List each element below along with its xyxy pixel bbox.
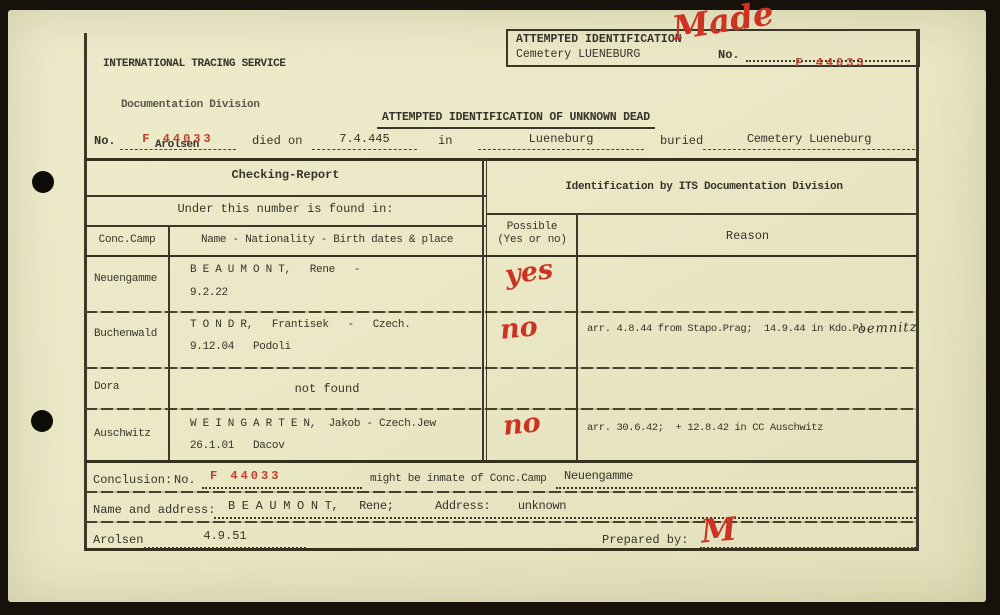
footer-place: Arolsen bbox=[93, 533, 144, 547]
row2-possible-handwriting: no bbox=[498, 311, 540, 346]
box-no-field: F 44033 bbox=[746, 44, 910, 70]
name-column-header: Name - Nationality - Birth dates & place bbox=[200, 234, 454, 246]
conclusion-mid-text: might be inmate of Conc.Camp bbox=[370, 473, 547, 485]
row2-name-line1: T O N D R, Frantisek - Czech. bbox=[190, 319, 411, 331]
info-died-field: 7.4.445 bbox=[312, 132, 417, 150]
info-in-field: Lueneburg bbox=[478, 132, 644, 150]
document-title-row: ATTEMPTED IDENTIFICATION OF UNKNOWN DEAD bbox=[85, 96, 918, 144]
identification-header: Identification by ITS Documentation Divi… bbox=[565, 181, 843, 193]
conclusion-camp-field: Neuengamme bbox=[556, 469, 916, 489]
row1-name-line2: 9.2.22 bbox=[190, 287, 228, 299]
paper-sheet bbox=[8, 10, 986, 602]
name-address-value: B E A U M O N T, Rene; Address: unknown bbox=[228, 499, 567, 513]
prepared-by-field bbox=[700, 531, 916, 549]
letterhead: INTERNATIONAL TRACING SERVICE Documentat… bbox=[103, 31, 286, 180]
camp-column-header: Conc.Camp bbox=[98, 234, 156, 246]
center-divider-rule bbox=[482, 158, 487, 461]
row4-camp: Auschwitz bbox=[94, 428, 151, 440]
name-address-field: B E A U M O N T, Rene; Address: unknown bbox=[214, 499, 916, 519]
info-died-label: died on bbox=[252, 134, 303, 148]
possible-header-line1: Possible bbox=[506, 221, 558, 233]
punch-hole-bottom bbox=[31, 410, 53, 432]
under-number-rule bbox=[85, 225, 486, 227]
footer-date-value: 4.9.51 bbox=[203, 529, 247, 543]
row2-name-line2: 9.12.04 Podoli bbox=[190, 341, 291, 353]
info-no-value: F 44033 bbox=[142, 132, 214, 146]
left-border-rule bbox=[84, 33, 87, 551]
info-in-label: in bbox=[438, 134, 453, 148]
row4-name-line2: 26.1.01 Dacov bbox=[190, 440, 285, 452]
reason-header: Reason bbox=[725, 229, 770, 243]
row2-reason-handwriting: oemnitz bbox=[857, 319, 918, 338]
possible-column-rule bbox=[576, 213, 578, 461]
row4-possible-handwriting: no bbox=[501, 407, 543, 442]
letterhead-line1: INTERNATIONAL TRACING SERVICE bbox=[103, 58, 286, 70]
row1-rule bbox=[85, 311, 918, 313]
conclusion-rule bbox=[85, 491, 918, 493]
name-address-label: Name and address: bbox=[93, 503, 216, 517]
page-title: ATTEMPTED IDENTIFICATION OF UNKNOWN DEAD bbox=[376, 111, 655, 130]
checking-report-header: Checking-Report bbox=[231, 168, 340, 182]
under-number-header: Under this number is found in: bbox=[177, 202, 394, 216]
punch-hole-top bbox=[32, 171, 54, 193]
right-border-rule bbox=[916, 29, 919, 551]
row3-not-found: not found bbox=[294, 382, 360, 396]
footer-date-field: 4.9.51 bbox=[144, 529, 306, 549]
row2-rule bbox=[85, 367, 918, 369]
info-no-field: F 44033 bbox=[120, 132, 236, 150]
header-bottom-rule bbox=[85, 255, 918, 258]
row4-reason: arr. 30.6.42; + 12.8.42 in CC Auschwitz bbox=[587, 422, 824, 434]
conclusion-camp-value: Neuengamme bbox=[564, 469, 634, 483]
box-no-value: F 44033 bbox=[795, 56, 867, 70]
box-no-label: No. bbox=[718, 48, 740, 62]
conclusion-no-field: F 44033 bbox=[202, 469, 362, 489]
table-bottom-rule bbox=[85, 548, 918, 551]
prepared-by-label: Prepared by: bbox=[602, 533, 689, 547]
info-buried-field: Cemetery Lueneburg bbox=[703, 132, 915, 150]
prepared-by-signature: M bbox=[699, 509, 739, 551]
box-cemetery: Cemetery LUENEBURG bbox=[516, 48, 641, 61]
conclusion-no-value: F 44033 bbox=[210, 469, 282, 483]
rows-bottom-rule bbox=[85, 460, 918, 463]
row1-name-line1: B E A U M O N T, Rene - bbox=[190, 264, 361, 276]
table-top-rule bbox=[85, 158, 918, 161]
letterhead-line2: Documentation Division bbox=[121, 98, 260, 111]
camp-column-rule bbox=[168, 225, 170, 461]
box-title: ATTEMPTED IDENTIFICATION bbox=[516, 33, 682, 46]
letterhead-line3: Arolsen bbox=[155, 139, 200, 151]
conclusion-no-label: No. bbox=[174, 473, 196, 487]
row2-camp: Buchenwald bbox=[94, 328, 158, 340]
row3-camp: Dora bbox=[94, 381, 120, 393]
row3-rule bbox=[85, 408, 918, 410]
row4-name-line1: W E I N G A R T E N, Jakob - Czech.Jew bbox=[190, 418, 436, 430]
row1-possible-handwriting: yes bbox=[503, 253, 556, 292]
conclusion-label: Conclusion: bbox=[93, 473, 173, 487]
info-buried-label: buried bbox=[660, 134, 704, 148]
info-no-label: No. bbox=[94, 134, 116, 148]
identification-header-rule bbox=[486, 213, 917, 215]
checking-report-rule bbox=[85, 195, 486, 197]
possible-header-line2: (Yes or no) bbox=[497, 234, 567, 246]
row1-camp: Neuengamme bbox=[94, 273, 158, 285]
name-address-rule bbox=[85, 521, 918, 523]
attempted-identification-box: ATTEMPTED IDENTIFICATION Cemetery LUENEB… bbox=[506, 29, 920, 70]
row2-reason: arr. 4.8.44 from Stapo.Prag; 14.9.44 in … bbox=[587, 323, 865, 335]
